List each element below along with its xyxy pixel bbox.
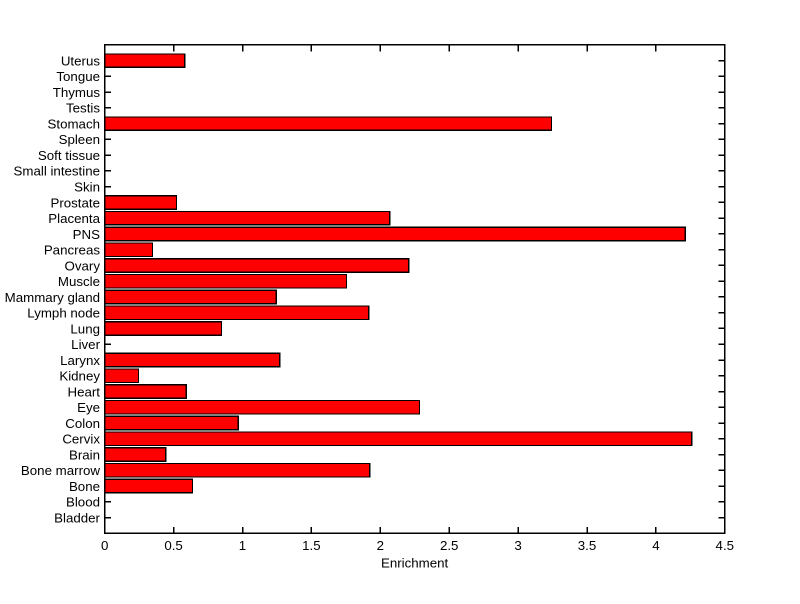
- svg-text:Bladder: Bladder: [54, 510, 100, 525]
- svg-text:0.5: 0.5: [164, 538, 183, 553]
- svg-text:Liver: Liver: [71, 337, 100, 352]
- svg-text:Kidney: Kidney: [59, 369, 100, 384]
- svg-text:Thymus: Thymus: [53, 85, 101, 100]
- svg-text:Stomach: Stomach: [48, 116, 100, 131]
- svg-text:Lymph node: Lymph node: [27, 306, 100, 321]
- svg-text:4: 4: [652, 538, 659, 553]
- svg-text:Skin: Skin: [74, 179, 100, 194]
- svg-text:Placenta: Placenta: [48, 211, 100, 226]
- svg-text:Small intestine: Small intestine: [14, 164, 100, 179]
- svg-text:Eye: Eye: [77, 400, 100, 415]
- svg-text:Ovary: Ovary: [65, 258, 101, 273]
- svg-text:Muscle: Muscle: [58, 274, 100, 289]
- svg-text:Tongue: Tongue: [56, 69, 100, 84]
- svg-text:Bone marrow: Bone marrow: [21, 463, 100, 478]
- svg-text:Heart: Heart: [67, 384, 100, 399]
- svg-text:1.5: 1.5: [302, 538, 321, 553]
- svg-text:4.5: 4.5: [716, 538, 735, 553]
- svg-text:1: 1: [239, 538, 246, 553]
- svg-text:Blood: Blood: [66, 495, 100, 510]
- svg-text:3.5: 3.5: [578, 538, 597, 553]
- svg-text:Testis: Testis: [66, 101, 100, 116]
- svg-text:Mammary gland: Mammary gland: [5, 290, 100, 305]
- svg-text:Soft tissue: Soft tissue: [38, 148, 100, 163]
- svg-text:PNS: PNS: [73, 227, 100, 242]
- svg-text:Cervix: Cervix: [62, 432, 100, 447]
- svg-text:2.5: 2.5: [440, 538, 459, 553]
- svg-text:Spleen: Spleen: [59, 132, 100, 147]
- svg-text:Larynx: Larynx: [60, 353, 100, 368]
- svg-text:Enrichment: Enrichment: [381, 556, 449, 571]
- svg-text:Pancreas: Pancreas: [44, 243, 101, 258]
- svg-text:0: 0: [101, 538, 108, 553]
- svg-text:3: 3: [514, 538, 521, 553]
- svg-text:Uterus: Uterus: [61, 53, 101, 68]
- svg-text:Brain: Brain: [69, 447, 100, 462]
- svg-text:Prostate: Prostate: [50, 195, 100, 210]
- svg-text:Bone: Bone: [69, 479, 100, 494]
- svg-text:2: 2: [377, 538, 384, 553]
- svg-text:Colon: Colon: [65, 416, 100, 431]
- svg-text:Lung: Lung: [70, 321, 100, 336]
